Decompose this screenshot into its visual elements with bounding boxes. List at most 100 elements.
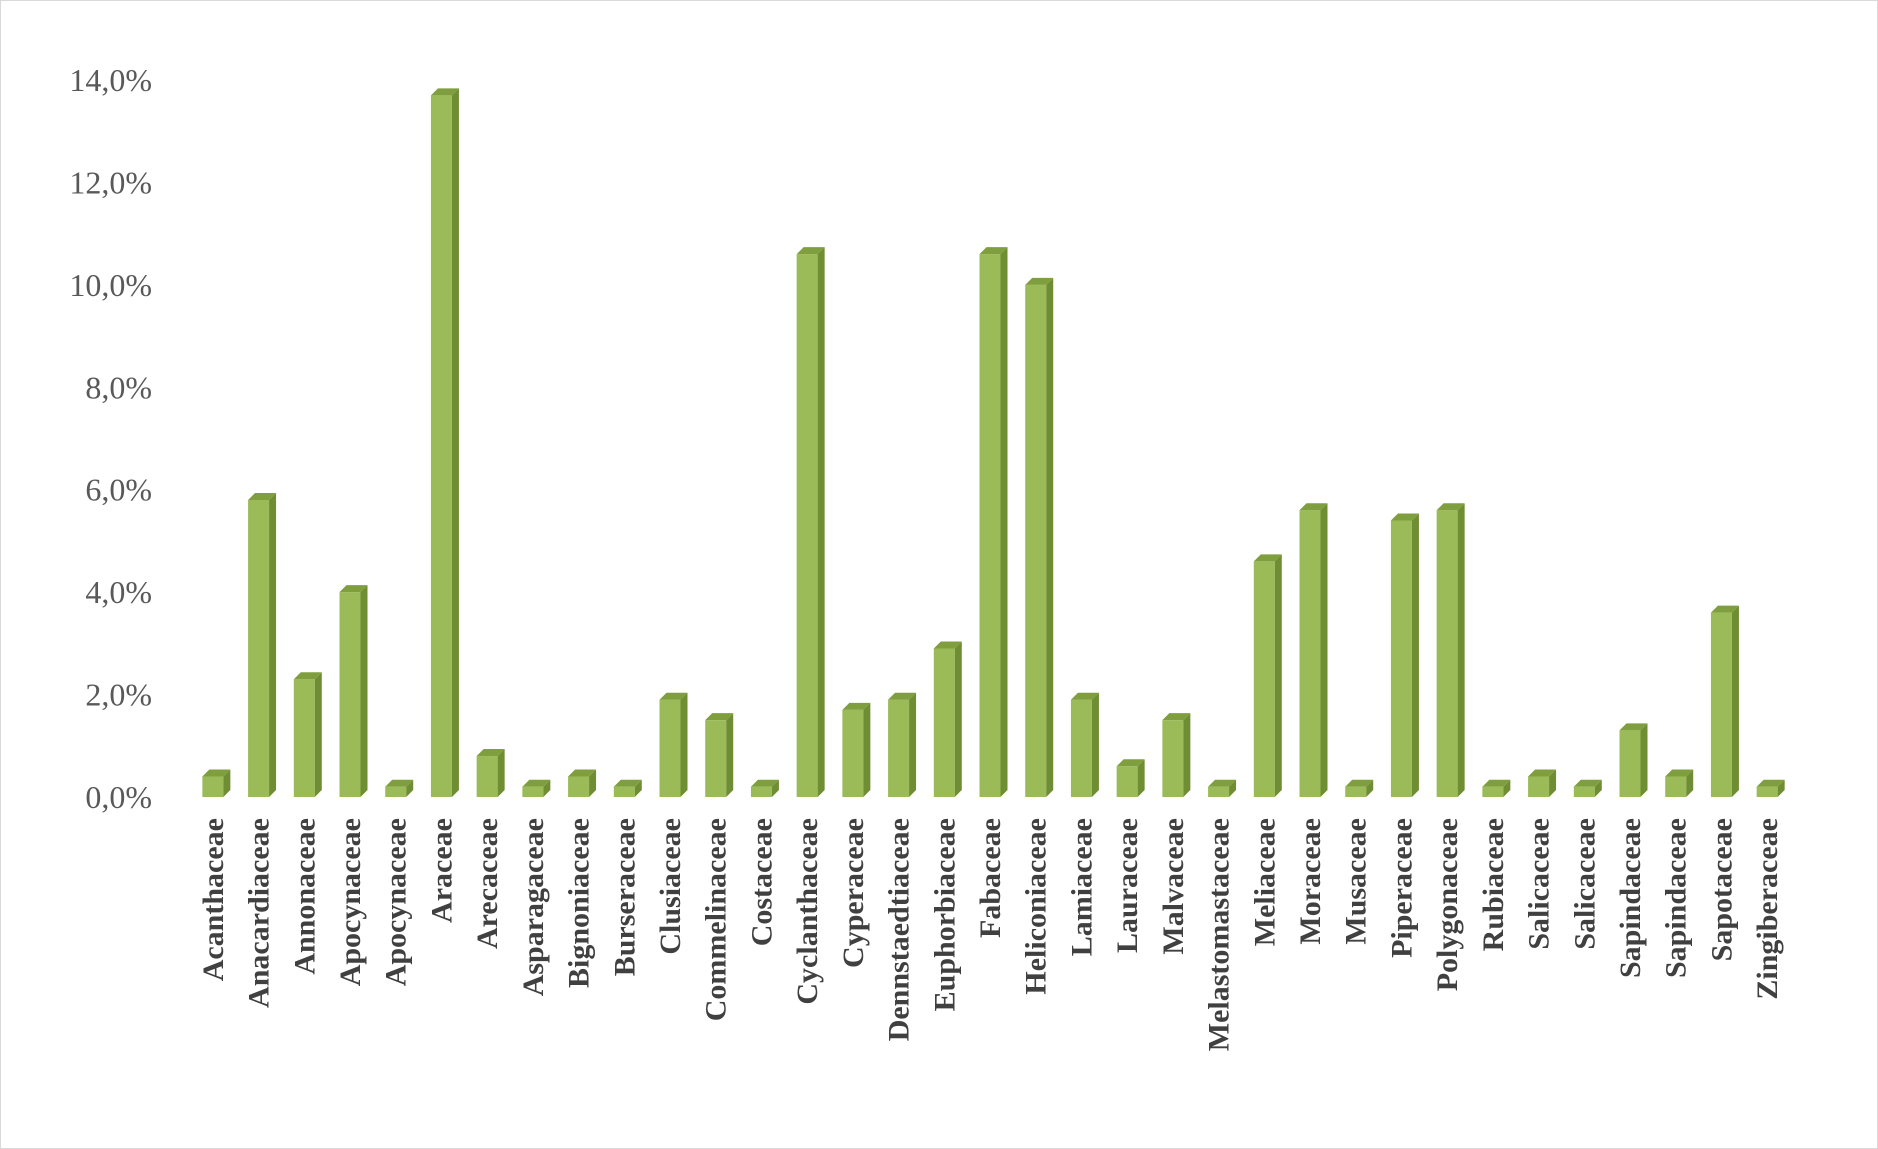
bar-side [589,769,597,797]
bar-top [1528,769,1557,777]
y-tick-label: 6,0% [85,472,152,508]
bar [1665,769,1694,797]
bar-top [1299,503,1328,511]
x-tick-label: Salicaceae [1523,818,1556,950]
bar [659,692,688,797]
y-tick-label: 4,0% [85,574,152,610]
bar [1710,605,1739,797]
bar-side [726,713,734,797]
bar-front [293,679,315,797]
y-tick-label: 2,0% [85,677,152,713]
bar-front [1619,730,1641,797]
bar-front [1710,612,1732,797]
bar-front [1253,561,1275,797]
bar-top [1345,779,1374,787]
bar-side [909,692,917,797]
bar-front [1482,786,1504,797]
bar-front [1756,786,1778,797]
bar-side [1229,779,1237,797]
x-tick-label: Cyperaceae [837,818,870,968]
bar-front [1116,766,1138,797]
bar-top [796,247,825,255]
x-tick-label: Apocynaceae [334,818,367,986]
x-tick-label: Anacardiaceae [243,818,276,1008]
bar-front [1573,786,1595,797]
bar [842,702,871,797]
bar-front [705,720,727,797]
bar-front [568,776,590,797]
bar-front [1299,510,1321,797]
bar-top [1665,769,1694,777]
bar-side [1457,503,1465,797]
bar-side [543,779,551,797]
bar-side [1411,513,1419,797]
bar-top [1025,277,1054,285]
bar-top [1162,713,1191,721]
bar [568,769,597,797]
bar [1070,692,1099,797]
bar-side [269,492,277,797]
bar [522,779,551,797]
bar [202,769,231,797]
x-tick-label: Asparagaceae [517,818,550,996]
bar-top [842,702,871,710]
bar-top [1619,723,1648,731]
bar-side [1137,759,1145,797]
bar-top [1070,692,1099,700]
bar [1253,554,1282,797]
bar [1756,779,1785,797]
bar-side [1594,779,1602,797]
bar-side [223,769,231,797]
bar-top [202,769,231,777]
bar [1482,779,1511,797]
x-tick-label: Lauraceae [1111,818,1144,953]
bar-top [1573,779,1602,787]
bar-top [385,779,414,787]
bar-top [613,779,642,787]
x-tick-label: Annonaceae [288,818,321,975]
bar [1573,779,1602,797]
bar-top [1208,779,1237,787]
bar-front [522,786,544,797]
bar [888,692,917,797]
bar-front [1070,699,1092,797]
x-tick-label: Costaceae [745,818,778,946]
x-tick-label: Sapindaceae [1660,818,1693,978]
bar-side [954,641,962,797]
bar [613,779,642,797]
bar [750,779,779,797]
x-tick-label: Araceae [425,818,458,923]
x-tick-label: Musaceae [1340,818,1373,945]
x-tick-label: Melastomastaceae [1203,818,1236,1051]
bar-side [634,779,642,797]
bar-side [1000,247,1008,798]
bar [385,779,414,797]
bar-side [406,779,414,797]
x-tick-label: Cyclanthaceae [791,818,824,1005]
x-tick-label: Rubiaceae [1477,818,1510,951]
x-axis-labels: Acanthaceae Anacardiaceae Annonaceae Apocyn… [197,818,1784,1051]
bar-side [680,692,688,797]
bar-front [796,254,818,798]
bar-top [1482,779,1511,787]
bar-top [430,88,459,96]
bar-front [1436,510,1458,797]
bar [1116,759,1145,797]
bar [933,641,962,797]
x-tick-label: Arecaceae [471,818,504,949]
y-tick-label: 8,0% [85,369,152,405]
bar-side [1274,554,1282,797]
bar-top [1710,605,1739,613]
bar-front [1665,776,1687,797]
bar-side [451,88,459,798]
bar-side [817,247,825,798]
x-tick-label: Malvaceae [1157,818,1190,955]
bar-front [842,709,864,797]
bar-side [1366,779,1374,797]
bar-front [1390,520,1412,797]
bar-top [1390,513,1419,521]
x-tick-label: Sapindaceae [1614,818,1647,978]
bar [1208,779,1237,797]
bar-top [1116,759,1145,767]
